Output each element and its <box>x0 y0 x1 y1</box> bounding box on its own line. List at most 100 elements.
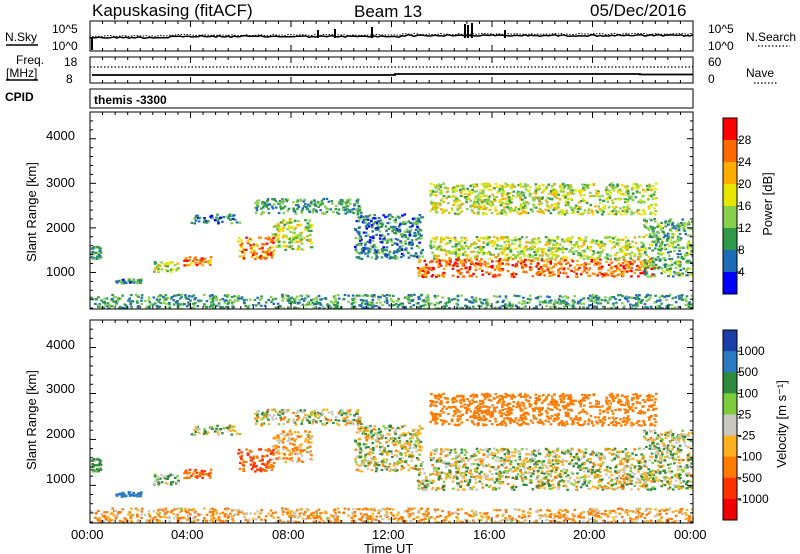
power-cell <box>569 185 573 188</box>
power-cell <box>426 296 430 299</box>
power-cell <box>513 236 517 239</box>
power-cell <box>610 307 613 309</box>
power-cell <box>538 272 541 275</box>
power-cell <box>649 259 653 262</box>
power-cell <box>208 263 212 266</box>
power-cell <box>651 236 654 239</box>
velocity-cell <box>163 476 167 480</box>
power-cell <box>497 253 500 256</box>
power-cell <box>437 255 441 258</box>
power-cell <box>459 260 463 263</box>
power-cell <box>558 307 561 309</box>
nave-tick-bottom: 0 <box>708 72 715 86</box>
power-cell <box>399 240 402 243</box>
power-cell <box>522 194 525 197</box>
power-cell <box>690 294 693 297</box>
power-cell <box>509 249 513 252</box>
power-colorbar-swatch <box>723 162 737 185</box>
power-cell <box>535 272 539 275</box>
power-cell <box>236 299 240 302</box>
power-cell <box>379 219 383 222</box>
power-cell <box>180 294 183 297</box>
velocity-cell <box>272 448 275 451</box>
power-cell <box>514 239 517 242</box>
power-cell <box>130 307 133 309</box>
power-cell <box>609 297 612 300</box>
power-cell <box>424 275 428 278</box>
power-cell <box>482 184 486 187</box>
power-cell <box>623 197 626 200</box>
power-cell <box>458 306 462 309</box>
power-cell <box>393 251 396 254</box>
power-cell <box>300 211 303 214</box>
power-cell <box>415 244 419 248</box>
power-cell <box>436 185 440 188</box>
power-cell <box>228 214 231 217</box>
power-cell <box>156 307 160 309</box>
velocity-scatter <box>90 392 693 523</box>
power-cell <box>488 184 492 188</box>
power-cell <box>155 265 159 268</box>
power-cell <box>299 240 302 243</box>
power-cell <box>482 253 485 256</box>
power-cell <box>461 307 464 309</box>
power-cell <box>557 270 561 273</box>
power-cell <box>649 258 652 261</box>
power-cell <box>310 246 314 249</box>
power-cell <box>165 302 168 305</box>
power-cell <box>625 270 629 273</box>
power-cell <box>417 218 421 221</box>
power-cell <box>519 197 523 200</box>
power-cell <box>252 251 256 254</box>
power-cell <box>674 296 677 299</box>
power-cell <box>501 195 504 198</box>
power-cell <box>578 266 581 269</box>
power-cell <box>528 253 532 256</box>
velocity-cell <box>309 450 312 453</box>
velocity-cell <box>337 411 341 414</box>
power-cell <box>97 257 101 260</box>
power-cell <box>194 256 197 259</box>
power-cell <box>687 302 691 305</box>
power-cell <box>564 259 567 262</box>
velocity-cell <box>340 414 344 417</box>
power-cell <box>603 207 607 210</box>
power-cell <box>563 240 566 243</box>
power-cell <box>501 198 504 201</box>
power-cell <box>183 264 186 267</box>
power-cell <box>624 185 627 188</box>
power-cell <box>292 207 295 210</box>
power-cell <box>651 226 655 229</box>
power-cell <box>599 262 602 265</box>
power-cell <box>439 264 443 267</box>
power-cell <box>398 245 402 248</box>
power-cell <box>153 270 156 273</box>
power-cell <box>610 182 613 185</box>
power-cell <box>470 301 474 304</box>
power-cell <box>495 295 499 298</box>
power-cell <box>673 225 676 228</box>
power-cell <box>650 188 654 191</box>
velocity-cell <box>288 429 292 432</box>
power-cell <box>616 294 620 297</box>
power-cell <box>667 306 670 309</box>
power-cell <box>243 302 246 305</box>
velocity-cell <box>267 423 271 426</box>
power-cell <box>536 250 539 254</box>
power-cell <box>499 204 503 207</box>
power-cell <box>684 274 688 277</box>
power-cell <box>269 295 273 298</box>
power-cell <box>604 274 607 277</box>
power-cell <box>494 199 497 202</box>
power-cell <box>171 268 175 271</box>
power-cell <box>656 256 660 259</box>
power-cell <box>367 215 371 218</box>
power-cell <box>526 184 529 187</box>
power-cell <box>472 243 475 246</box>
power-cell <box>652 234 655 238</box>
power-cell <box>99 251 103 254</box>
power-cell <box>498 200 501 203</box>
power-cell <box>518 212 521 216</box>
power-cell <box>595 307 599 309</box>
power-cell <box>611 210 615 213</box>
